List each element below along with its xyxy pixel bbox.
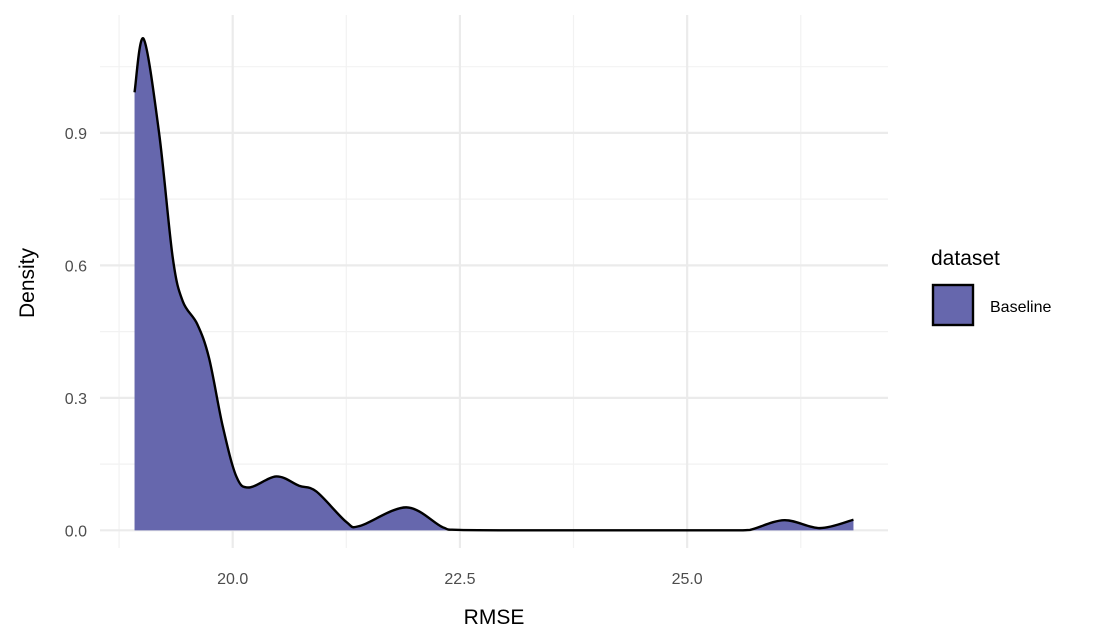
y-axis-title: Density (16, 247, 39, 318)
legend: dataset Baseline (931, 247, 1051, 327)
legend-label-baseline: Baseline (990, 299, 1051, 316)
y-tick-label: 0.3 (65, 391, 87, 408)
legend-key-baseline (931, 283, 975, 327)
legend-title: dataset (931, 247, 1000, 270)
x-tick-label: 25.0 (672, 571, 703, 588)
x-tick-label: 20.0 (217, 571, 248, 588)
x-axis-title: RMSE (464, 606, 525, 629)
y-tick-label: 0.6 (65, 258, 87, 275)
x-tick-label: 22.5 (444, 571, 475, 588)
density-line-baseline (133, 37, 854, 532)
y-tick-label: 0.9 (65, 126, 87, 143)
y-tick-label: 0.0 (65, 523, 87, 540)
y-axis-ticks: 0.0 0.3 0.6 0.9 (65, 126, 87, 540)
density-area-baseline (134, 38, 854, 531)
x-axis-ticks: 20.0 22.5 25.0 (217, 571, 703, 588)
